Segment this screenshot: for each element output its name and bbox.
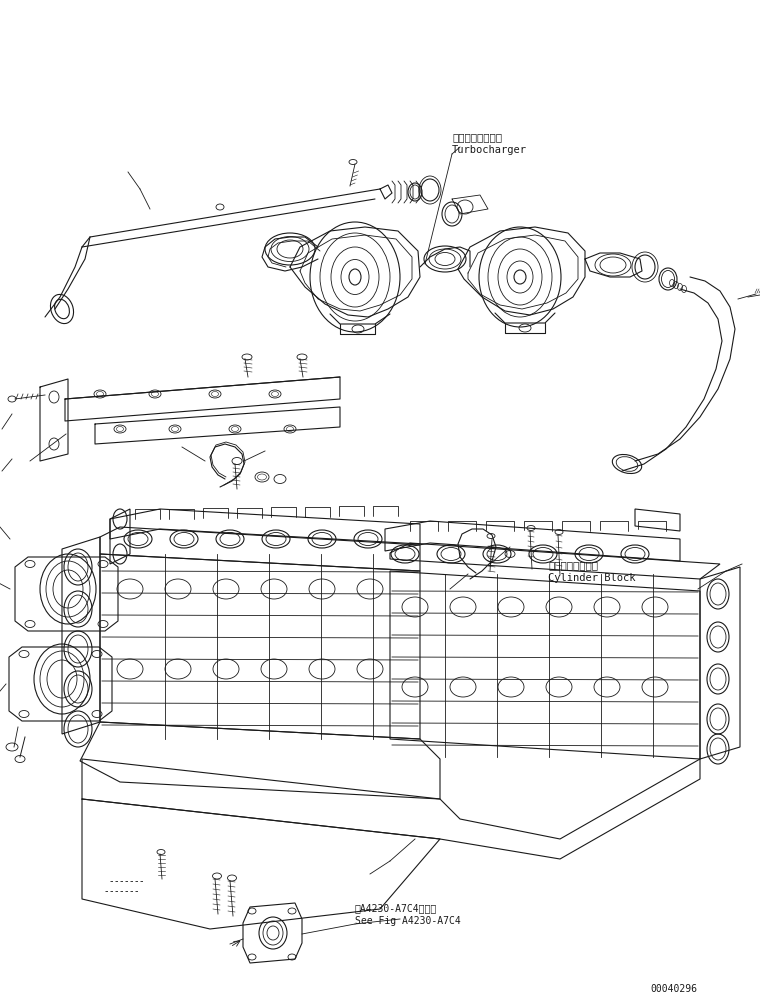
Text: Turbocharger: Turbocharger	[452, 144, 527, 154]
Text: シリンダブロック: シリンダブロック	[548, 560, 598, 570]
Text: 00040296: 00040296	[650, 983, 697, 993]
Text: Cylinder Block: Cylinder Block	[548, 573, 635, 583]
Ellipse shape	[349, 270, 361, 286]
Text: 第A4230-A7C4図参照: 第A4230-A7C4図参照	[355, 902, 437, 912]
Ellipse shape	[514, 271, 526, 285]
Text: ターボチャージャ: ターボチャージャ	[452, 131, 502, 141]
Text: See Fig A4230-A7C4: See Fig A4230-A7C4	[355, 915, 461, 925]
